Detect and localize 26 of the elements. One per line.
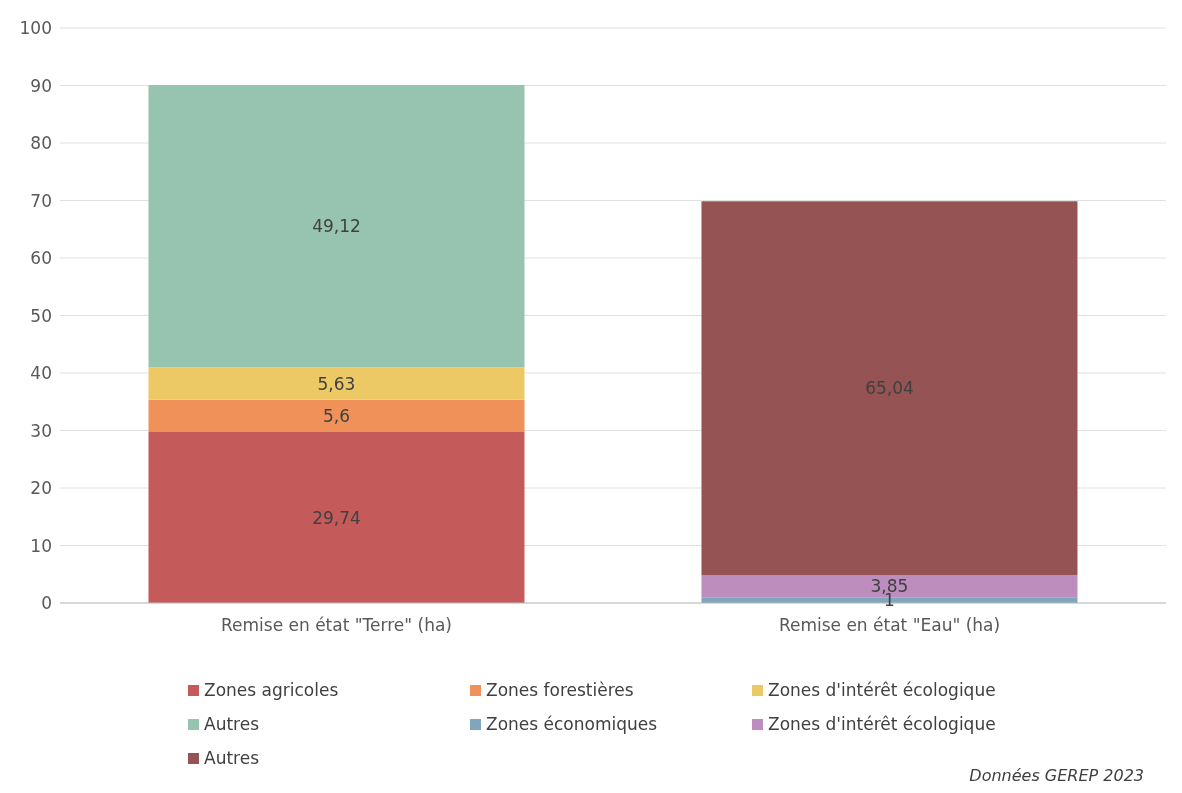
data-label: 5,63: [317, 373, 356, 394]
legend-label: Zones d'intérêt écologique: [768, 714, 996, 734]
y-tick-label: 10: [30, 535, 52, 556]
y-tick-label: 90: [30, 75, 52, 96]
legend-label: Autres: [204, 714, 260, 734]
legend-label: Zones économiques: [486, 714, 658, 734]
legend-label: Zones d'intérêt écologique: [768, 680, 996, 700]
legend-label: Zones forestières: [486, 680, 634, 700]
y-tick-label: 60: [30, 248, 52, 269]
legend-label: Zones agricoles: [204, 680, 339, 700]
y-tick-label: 100: [19, 18, 52, 39]
x-tick-label: Remise en état "Eau" (ha): [778, 615, 1001, 636]
y-tick-label: 0: [41, 593, 52, 614]
data-label: 65,04: [865, 378, 914, 399]
data-label: 49,12: [312, 216, 361, 237]
y-tick-label: 20: [30, 478, 52, 499]
y-tick-label: 80: [30, 133, 52, 154]
legend-label: Autres: [204, 748, 260, 768]
y-tick-label: 50: [30, 305, 52, 326]
text: Données GEREP 2023: [969, 766, 1144, 785]
y-tick-label: 70: [30, 190, 52, 211]
y-tick-label: 30: [30, 420, 52, 441]
data-label: 29,74: [312, 507, 361, 528]
x-tick-label: Remise en état "Terre" (ha): [221, 615, 452, 636]
data-label: 5,6: [322, 405, 350, 426]
y-tick-label: 40: [30, 363, 52, 384]
